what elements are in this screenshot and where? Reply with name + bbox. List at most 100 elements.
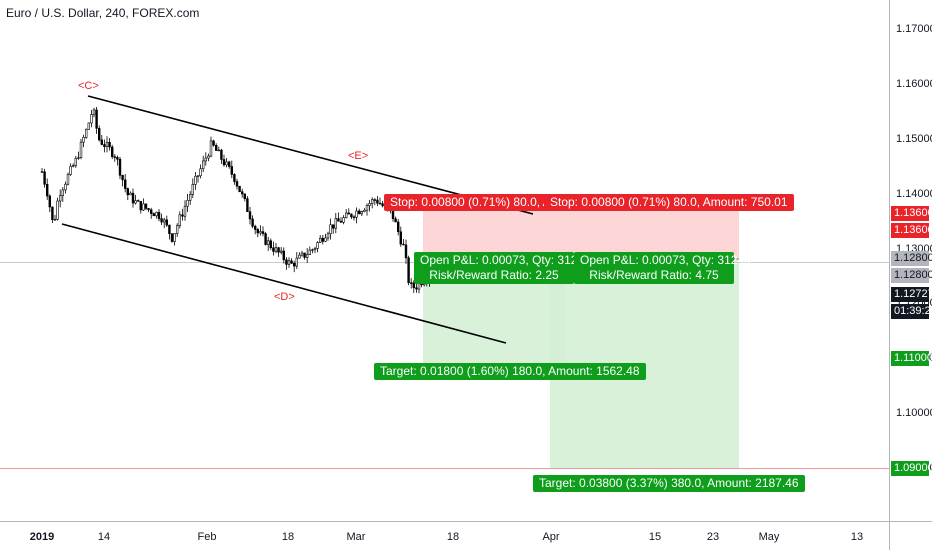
time-tick-label: 2019 — [29, 531, 55, 543]
wave-label-c: <C> — [78, 80, 99, 92]
candle — [92, 107, 96, 118]
candle — [381, 200, 384, 208]
candle — [412, 280, 415, 293]
candle — [134, 194, 137, 205]
candle — [295, 252, 298, 270]
candle — [56, 197, 59, 221]
candle — [66, 172, 70, 186]
time-tick-label: 18 — [281, 531, 295, 543]
candle — [274, 243, 278, 254]
stop-label-2[interactable]: Stop: 0.00800 (0.71%) 80.0, Amount: 750.… — [544, 194, 794, 211]
candle — [326, 231, 330, 241]
candle — [53, 214, 57, 221]
rr-label-1: Risk/Reward Ratio: 2.25 — [429, 268, 559, 282]
candle — [222, 154, 226, 167]
candle — [233, 173, 236, 185]
candle — [45, 178, 49, 200]
candle — [363, 208, 366, 213]
candle — [191, 178, 194, 198]
candle — [72, 163, 75, 168]
candle — [373, 198, 376, 206]
candle — [87, 122, 91, 130]
candle — [344, 209, 348, 219]
candle — [144, 203, 148, 211]
candle — [215, 143, 218, 151]
axis-tag-countdown: 01:39:28 — [891, 304, 932, 319]
candle — [402, 239, 405, 246]
time-tick-label: 18 — [446, 531, 460, 543]
chart-title: Euro / U.S. Dollar, 240, FOREX.com — [6, 6, 200, 20]
time-tick-label: Apr — [542, 531, 560, 543]
candle — [209, 136, 213, 158]
candle — [287, 257, 291, 268]
candle — [321, 234, 324, 245]
candle — [329, 218, 332, 240]
candle — [61, 187, 65, 202]
candle — [376, 195, 379, 207]
channel-lower-line[interactable] — [61, 223, 507, 344]
price-tick-label: 1.15000 — [896, 132, 932, 145]
candle — [165, 215, 168, 227]
wave-label-e: <E> — [348, 150, 369, 162]
time-tick-label: 14 — [97, 531, 111, 543]
candle — [259, 225, 262, 236]
candle — [181, 208, 184, 221]
axis-tag-entry-a: 1.12800 — [891, 251, 932, 266]
candle — [160, 213, 163, 226]
candle — [238, 185, 241, 193]
stop-label-1[interactable]: Stop: 0.00800 (0.71%) 80.0, Amou — [384, 194, 552, 211]
candle — [207, 153, 210, 162]
candle — [150, 207, 153, 219]
candle — [378, 197, 382, 205]
candle — [100, 134, 104, 146]
candle — [103, 139, 106, 153]
candle — [155, 211, 158, 219]
candle — [261, 226, 265, 237]
candle — [251, 215, 254, 229]
candle — [126, 187, 130, 201]
candle — [230, 160, 233, 179]
price-tick-label: 1.14000 — [896, 187, 932, 200]
candle — [113, 154, 117, 162]
target-label-1[interactable]: Target: 0.01800 (1.60%) 180.0, Amount: 1… — [374, 363, 646, 380]
candle — [217, 146, 220, 152]
candle — [131, 188, 135, 208]
candle — [220, 148, 223, 164]
candle — [308, 246, 311, 255]
candle — [391, 210, 395, 222]
candle — [199, 164, 202, 179]
time-tick-label: 23 — [706, 531, 720, 543]
target-label-2[interactable]: Target: 0.03800 (3.37%) 380.0, Amount: 2… — [533, 475, 805, 492]
candle — [40, 167, 44, 173]
candle — [298, 252, 301, 259]
candle — [74, 155, 78, 168]
candle — [264, 232, 267, 246]
candle — [368, 200, 371, 212]
axis-tag-stop-a: 1.13600 — [891, 206, 932, 221]
candle — [300, 250, 304, 257]
candle — [108, 138, 111, 151]
candle — [305, 248, 309, 263]
candle — [254, 224, 257, 235]
candle — [241, 188, 244, 198]
candle — [334, 212, 337, 234]
candle — [51, 206, 54, 223]
candle — [339, 217, 343, 223]
time-tick-label: 15 — [648, 531, 662, 543]
candle — [121, 174, 124, 187]
candle — [292, 260, 296, 273]
price-series — [40, 107, 439, 294]
candle — [196, 175, 200, 183]
candle — [163, 217, 166, 229]
candle — [64, 181, 67, 194]
pnl-box-2[interactable]: Open P&L: 0.00073, Qty: 31249 Risk/Rewar… — [574, 252, 751, 284]
time-tick-label: Mar — [346, 531, 366, 543]
candle — [118, 156, 122, 180]
candle — [98, 125, 101, 142]
candle — [212, 139, 215, 147]
candle — [331, 224, 335, 234]
candle — [256, 227, 259, 238]
candle — [69, 163, 72, 176]
candle — [396, 219, 400, 236]
pnl-box-1[interactable]: Open P&L: 0.00073, Qty: 31249 Risk/Rewar… — [414, 252, 591, 284]
